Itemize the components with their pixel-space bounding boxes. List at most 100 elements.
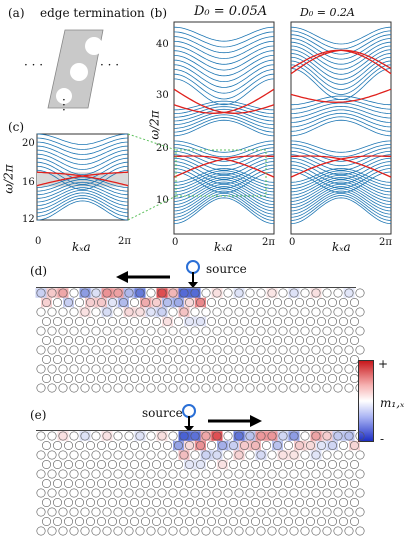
lattice-hole	[256, 288, 266, 298]
lattice-hole	[42, 355, 51, 365]
lattice-hole	[273, 335, 283, 345]
lattice-hole	[36, 431, 46, 441]
lattice-hole	[284, 298, 294, 307]
lattice-hole	[135, 488, 145, 498]
lattice-hole	[262, 478, 272, 488]
bulk-band	[37, 181, 128, 196]
lattice-hole	[108, 517, 118, 527]
lattice-hole	[305, 355, 315, 365]
lattice-hole	[223, 507, 233, 517]
lattice-hole	[179, 526, 189, 536]
lattice-hole	[52, 517, 62, 527]
lattice-hole	[130, 441, 140, 450]
lattice-hole	[63, 459, 73, 469]
lattice-hole	[289, 288, 299, 298]
lattice-hole	[69, 326, 79, 336]
lattice-hole	[185, 374, 195, 384]
lattice-hole	[63, 441, 73, 450]
lattice-hole	[262, 374, 272, 384]
lattice-hole	[262, 459, 272, 469]
lattice-hole	[135, 431, 145, 441]
lattice-hole	[284, 441, 294, 450]
lattice-hole	[349, 298, 359, 307]
lattice-hole	[174, 517, 184, 527]
colorbar-top: +	[378, 357, 389, 371]
lattice-hole	[124, 526, 134, 536]
lattice-hole	[69, 431, 79, 441]
bulk-band	[173, 190, 275, 215]
lattice-hole	[327, 517, 337, 527]
lattice-hole	[63, 335, 73, 345]
lattice-hole	[294, 459, 304, 469]
lattice-hole	[168, 307, 178, 317]
lattice-hole	[207, 441, 217, 450]
lattice-hole	[316, 355, 326, 365]
lattice-hole	[69, 488, 79, 498]
lattice-hole	[69, 364, 79, 374]
lattice-hole	[333, 326, 343, 336]
lattice-hole	[174, 441, 184, 450]
field-cell	[343, 431, 355, 441]
lattice-hole	[85, 298, 95, 307]
lattice-hole	[58, 469, 68, 479]
lattice-hole	[119, 498, 129, 508]
edge-termination-diagram	[47, 29, 104, 109]
lattice-hole	[36, 526, 46, 536]
lattice-hole	[311, 450, 321, 460]
lattice-hole	[36, 488, 46, 498]
lattice-hole	[146, 469, 156, 479]
lattice-hole	[344, 326, 354, 336]
lattice-hole	[289, 431, 299, 441]
lattice-hole	[273, 517, 283, 527]
lattice-hole	[316, 498, 326, 508]
c-xtick-2pi: 2π	[118, 236, 131, 247]
lattice-hole	[58, 431, 68, 441]
lattice-hole	[289, 383, 299, 393]
lattice-hole	[179, 383, 189, 393]
lattice-hole	[113, 345, 123, 355]
bulk-band	[173, 147, 275, 162]
bulk-band	[290, 188, 392, 212]
lattice-hole	[185, 335, 195, 345]
lattice-hole	[207, 459, 217, 469]
lattice-hole	[294, 498, 304, 508]
lattice-hole	[251, 517, 261, 527]
bulk-band	[36, 192, 129, 210]
lattice-hole	[322, 345, 332, 355]
lattice-hole	[108, 316, 118, 326]
field-cell	[101, 431, 113, 441]
field-cell	[162, 316, 173, 327]
lattice-hole	[333, 450, 343, 460]
bulk-band	[173, 168, 275, 189]
lattice-hole	[344, 345, 354, 355]
field-cell	[140, 297, 151, 308]
bulk-band	[290, 168, 392, 189]
bulk-band	[36, 137, 129, 150]
bulk-band	[290, 53, 392, 80]
lattice-hole	[102, 345, 112, 355]
lattice-hole	[119, 316, 129, 326]
field-cell	[178, 431, 190, 441]
lattice-hole	[223, 488, 233, 498]
lattice-hole	[338, 298, 348, 307]
lattice-hole	[102, 326, 112, 336]
panel-b-title-right: D₀ = 0.2A	[300, 6, 355, 19]
lattice-hole	[130, 298, 140, 307]
lattice-hole	[124, 431, 134, 441]
lattice-hole	[234, 345, 244, 355]
lattice-hole	[58, 307, 68, 317]
lattice-hole	[85, 335, 95, 345]
lattice-hole	[311, 526, 321, 536]
bulk-band	[173, 144, 275, 158]
lattice-hole	[223, 450, 233, 460]
bulk-band	[290, 41, 392, 65]
field-cell	[266, 431, 278, 441]
lattice-hole	[322, 526, 332, 536]
lattice-hole	[113, 488, 123, 498]
lattice-hole	[168, 526, 178, 536]
bulk-band	[36, 133, 129, 145]
field-cell	[200, 450, 212, 460]
lattice-hole	[278, 526, 288, 536]
lattice-hole	[245, 326, 255, 336]
field-cell	[134, 431, 146, 441]
